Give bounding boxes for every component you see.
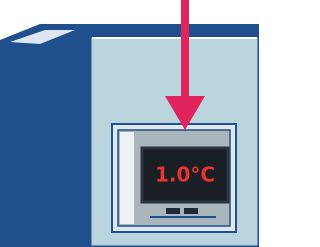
panel-shine — [120, 132, 134, 224]
panel-line — [150, 216, 216, 218]
button — [166, 208, 180, 214]
temperature-reading: 1.0°C — [155, 163, 215, 187]
arrow-shaft — [181, 0, 189, 98]
freezer-illustration: 1.0°C — [0, 0, 259, 247]
button — [184, 208, 198, 214]
